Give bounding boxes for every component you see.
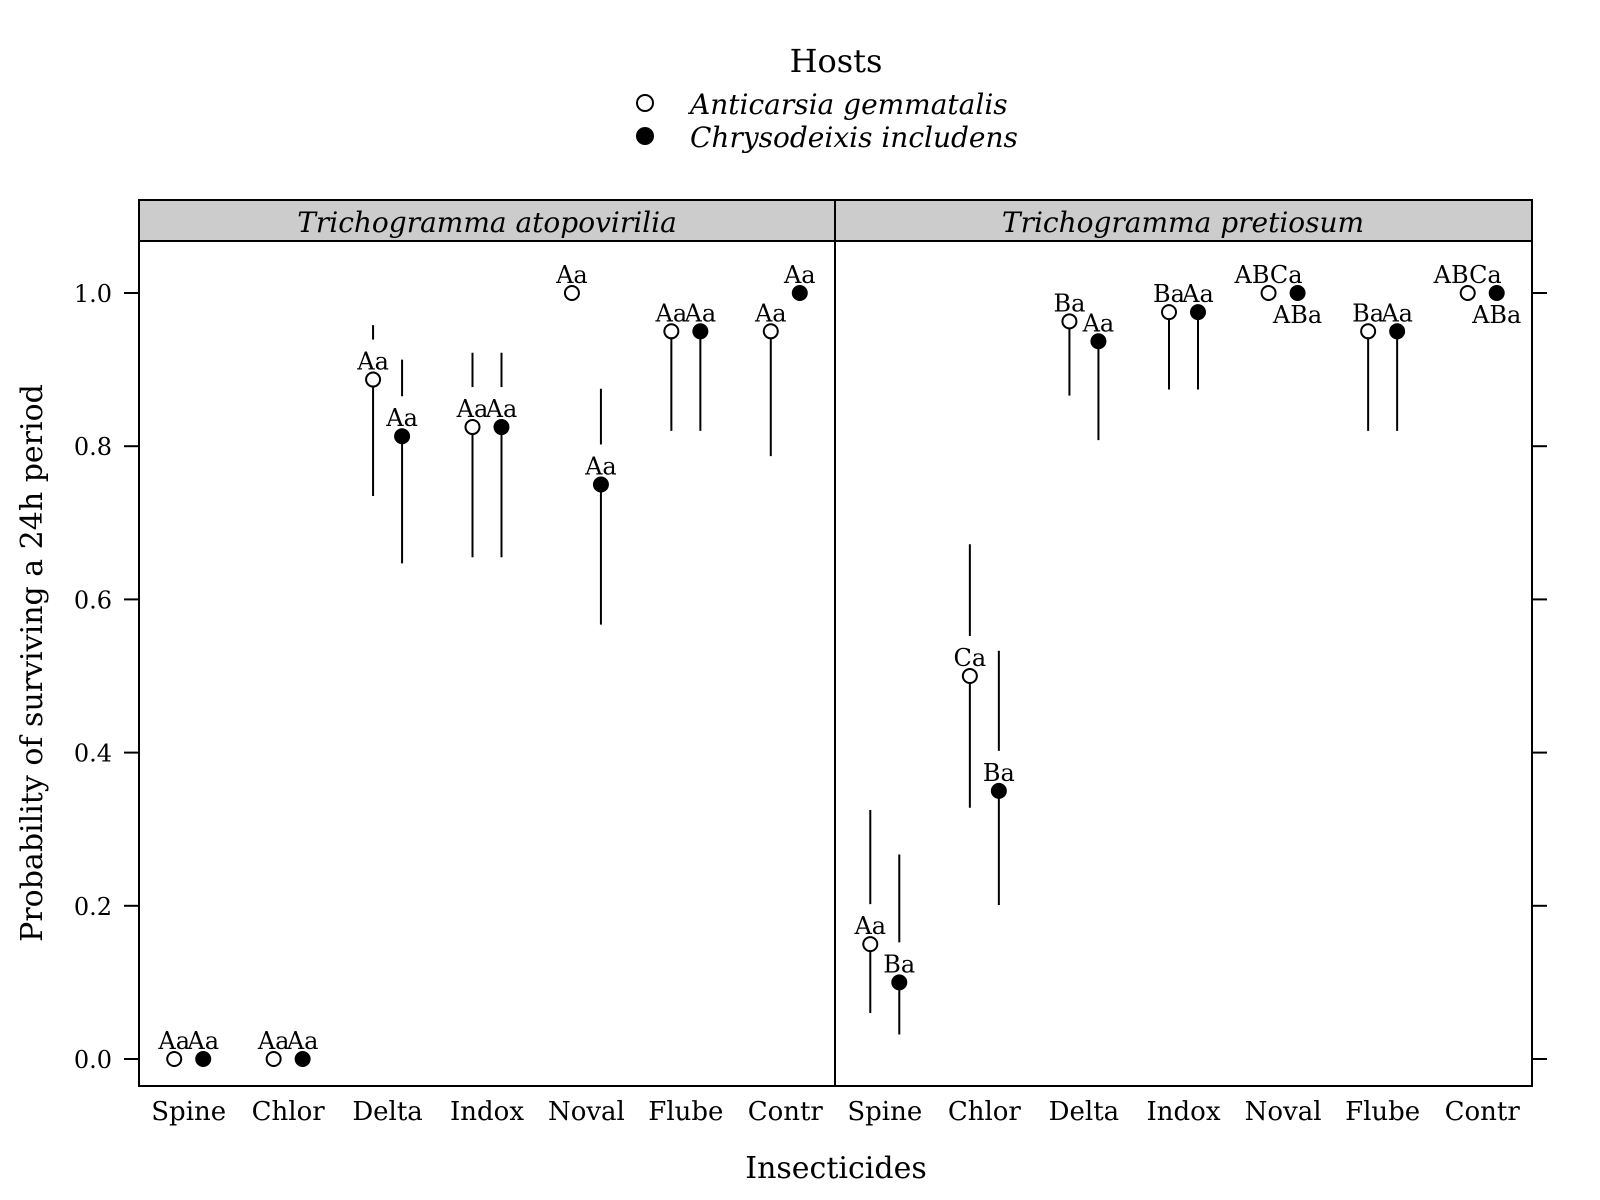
point-anticarsia: [1360, 323, 1377, 340]
data-label: Aa: [555, 261, 588, 289]
data-label: Ba: [1053, 289, 1085, 317]
data-label: Aa: [257, 1027, 290, 1055]
x-tick-label: Delta: [352, 1097, 423, 1127]
y-tick-label: 0.2: [74, 893, 112, 921]
data-label: ABCa: [1234, 261, 1303, 289]
data-label: Aa: [286, 1027, 319, 1055]
data-label: Aa: [186, 1027, 219, 1055]
point-chrysodeixis: [1289, 285, 1306, 301]
x-tick-label: Delta: [1049, 1097, 1120, 1127]
data-label: Aa: [1181, 280, 1214, 308]
point-anticarsia: [1061, 313, 1078, 330]
data-label: Aa: [754, 299, 787, 327]
point-chrysodeixis: [294, 1051, 311, 1067]
point-chrysodeixis: [195, 1051, 212, 1067]
data-label: Aa: [1380, 299, 1413, 327]
point-anticarsia: [464, 419, 481, 436]
point-anticarsia: [563, 285, 580, 301]
point-chrysodeixis: [791, 285, 808, 301]
y-axis-title: Probability of surviving a 24h period: [15, 384, 50, 942]
legend-marker-filled: [636, 127, 654, 145]
x-tick-label: Spine: [151, 1097, 226, 1127]
data-label: Ca: [954, 644, 987, 672]
x-tick-label: Contr: [1445, 1097, 1521, 1127]
point-anticarsia: [762, 323, 779, 340]
data-label: Aa: [356, 348, 389, 376]
legend-marker-open: [636, 94, 654, 112]
point-chrysodeixis: [592, 476, 609, 493]
point-chrysodeixis: [891, 974, 908, 991]
panel-frame-left: [138, 240, 836, 1087]
x-tick-label: Chlor: [252, 1097, 326, 1127]
y-tick-label: 0.6: [74, 586, 112, 614]
x-tick-label: Indox: [450, 1097, 524, 1127]
y-tick-label: 1.0: [74, 280, 112, 308]
y-tick-label: 0.8: [74, 433, 112, 461]
x-tick-label: Flube: [1345, 1097, 1420, 1127]
point-chrysodeixis: [1488, 285, 1505, 301]
data-label: Aa: [655, 299, 688, 327]
data-label: Aa: [385, 404, 418, 432]
data-label: Ba: [883, 950, 915, 978]
y-tick-label: 0.4: [74, 740, 112, 768]
panel-title-left: Trichogramma atopovirilia: [297, 206, 677, 239]
legend-title: Hosts: [790, 42, 883, 80]
point-chrysodeixis: [990, 782, 1007, 799]
point-chrysodeixis: [493, 419, 510, 436]
point-anticarsia: [663, 323, 680, 340]
y-tick-label: 0.0: [74, 1046, 112, 1074]
data-label: Aa: [853, 912, 886, 940]
data-label: ABa: [1471, 301, 1521, 329]
point-anticarsia: [1161, 304, 1177, 321]
data-label: Aa: [584, 453, 617, 481]
x-tick-label: Spine: [847, 1097, 922, 1127]
point-chrysodeixis: [1090, 333, 1107, 350]
panel-title-right: Trichogramma pretiosum: [1002, 206, 1364, 239]
data-label: Ba: [1153, 280, 1185, 308]
data-label: Ba: [983, 759, 1015, 787]
x-tick-label: Noval: [548, 1097, 625, 1127]
point-chrysodeixis: [394, 428, 411, 445]
legend-label-chrysodeixis: Chrysodeixis includens: [690, 121, 1018, 154]
data-label: Ba: [1352, 299, 1384, 327]
x-axis-title: Insecticides: [745, 1151, 927, 1186]
data-label: ABCa: [1433, 261, 1502, 289]
strip-right-bg: [834, 199, 1533, 242]
point-chrysodeixis: [692, 323, 709, 340]
point-anticarsia: [1459, 285, 1476, 301]
strip-left-bg: [138, 199, 836, 242]
x-tick-label: Noval: [1245, 1097, 1322, 1127]
x-tick-label: Flube: [648, 1097, 723, 1127]
point-chrysodeixis: [1389, 323, 1406, 340]
panel-strips: Trichogramma atopovirilia Trichogramma p…: [138, 199, 1533, 242]
panel-frame-right: [834, 240, 1533, 1087]
point-anticarsia: [365, 371, 382, 388]
data-label: Aa: [157, 1027, 190, 1055]
legend-label-anticarsia: Anticarsia gemmatalis: [687, 88, 1008, 121]
data-label: Aa: [684, 299, 717, 327]
data-label: Aa: [1082, 309, 1115, 337]
point-anticarsia: [862, 936, 879, 953]
x-tick-label: Chlor: [948, 1097, 1022, 1127]
x-tick-label: Contr: [748, 1097, 824, 1127]
data-label: Aa: [783, 261, 816, 289]
point-anticarsia: [166, 1051, 183, 1067]
point-chrysodeixis: [1190, 304, 1206, 321]
point-anticarsia: [265, 1051, 282, 1067]
point-anticarsia: [961, 668, 978, 684]
x-tick-label: Indox: [1147, 1097, 1221, 1127]
point-anticarsia: [1260, 285, 1277, 301]
data-label: Aa: [485, 395, 518, 423]
axis-ticks: 0.0 0.2 0.4 0.6 0.8 1.0 Spine Chlor Delta Indox No…: [74, 280, 1547, 1127]
legend: Hosts Anticarsia gemmatalis Chrysodeixis…: [636, 42, 1018, 154]
data-label: Aa: [456, 395, 489, 423]
data-label: ABa: [1272, 301, 1322, 329]
